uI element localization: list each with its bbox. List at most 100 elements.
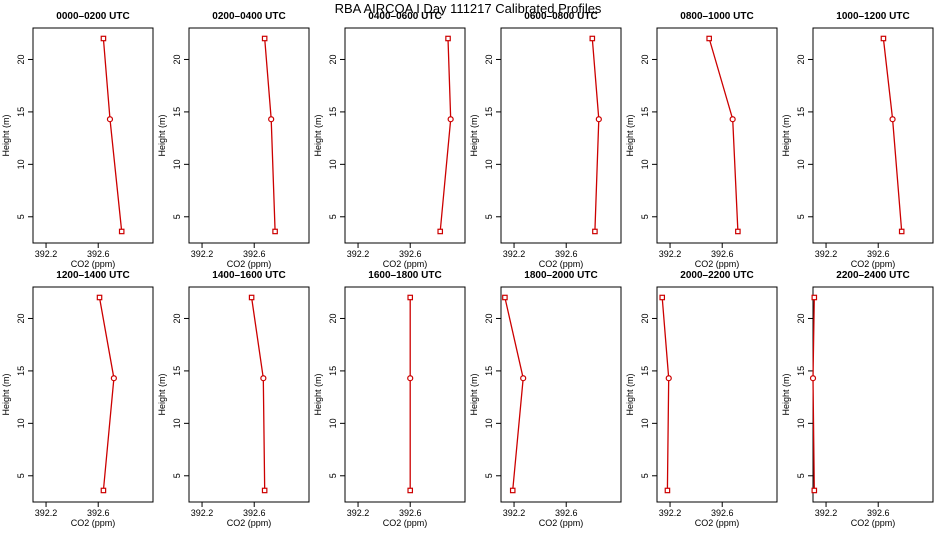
y-tick-label: 5 xyxy=(328,214,338,219)
y-axis-label: Height (m) xyxy=(469,114,479,156)
data-point xyxy=(96,294,103,301)
y-tick-label: 20 xyxy=(796,54,806,64)
y-axis-label: Height (m) xyxy=(157,114,167,156)
x-tick-label: 392.6 xyxy=(711,508,734,518)
y-tick-label: 15 xyxy=(484,366,494,376)
x-tick-label: 392.6 xyxy=(87,249,110,259)
y-tick-label: 5 xyxy=(484,214,494,219)
y-tick-label: 15 xyxy=(328,366,338,376)
panel-title: 2000–2200 UTC xyxy=(680,270,753,281)
y-tick-label: 5 xyxy=(172,473,182,478)
x-tick-label: 392.2 xyxy=(659,249,682,259)
data-point xyxy=(100,487,107,494)
profile-line xyxy=(882,38,903,232)
y-axis-label: Height (m) xyxy=(313,373,323,415)
plot-frame xyxy=(500,27,622,244)
data-point xyxy=(880,35,887,42)
data-point xyxy=(811,487,818,494)
panel-title: 2200–2400 UTC xyxy=(836,270,909,281)
x-axis-label: CO2 (ppm) xyxy=(851,518,896,528)
y-tick-label: 20 xyxy=(484,313,494,323)
y-tick-label: 10 xyxy=(640,418,650,428)
data-point xyxy=(407,487,414,494)
x-tick-label: 392.6 xyxy=(243,249,266,259)
data-point xyxy=(729,116,736,123)
data-point xyxy=(260,375,267,382)
profile-line xyxy=(102,38,123,232)
y-tick-label: 15 xyxy=(640,107,650,117)
y-tick-label: 10 xyxy=(640,159,650,169)
data-point xyxy=(110,375,117,382)
y-axis-label: Height (m) xyxy=(313,114,323,156)
x-axis-label: CO2 (ppm) xyxy=(383,259,428,269)
panel-title: 0400–0600 UTC xyxy=(368,11,441,22)
data-point xyxy=(268,116,275,123)
x-axis-label: CO2 (ppm) xyxy=(71,518,116,528)
plot-frame xyxy=(344,286,466,503)
y-tick-label: 10 xyxy=(16,159,26,169)
y-tick-label: 10 xyxy=(172,418,182,428)
y-axis-label: Height (m) xyxy=(1,114,11,156)
y-tick-label: 20 xyxy=(328,313,338,323)
x-tick-label: 392.2 xyxy=(35,249,58,259)
x-tick-label: 392.2 xyxy=(659,508,682,518)
panel-title: 1200–1400 UTC xyxy=(56,270,129,281)
panel-title: 1800–2000 UTC xyxy=(524,270,597,281)
x-tick-label: 392.6 xyxy=(867,249,890,259)
x-tick-label: 392.2 xyxy=(191,508,214,518)
x-axis-label: CO2 (ppm) xyxy=(851,259,896,269)
y-tick-label: 20 xyxy=(16,54,26,64)
x-tick-label: 392.6 xyxy=(399,508,422,518)
data-point xyxy=(898,228,905,235)
data-point xyxy=(811,294,818,301)
y-axis-label: Height (m) xyxy=(781,114,791,156)
x-tick-label: 392.6 xyxy=(711,249,734,259)
x-tick-label: 392.6 xyxy=(555,508,578,518)
y-tick-label: 15 xyxy=(328,107,338,117)
data-point xyxy=(509,487,516,494)
profile-line xyxy=(661,297,670,491)
data-point xyxy=(502,294,508,301)
x-tick-label: 392.6 xyxy=(555,249,578,259)
x-axis-label: CO2 (ppm) xyxy=(227,518,272,528)
plot-frame xyxy=(188,27,310,244)
data-point xyxy=(520,375,527,382)
y-tick-label: 15 xyxy=(172,107,182,117)
y-tick-label: 15 xyxy=(16,366,26,376)
x-tick-label: 392.2 xyxy=(503,508,526,518)
plot-frame xyxy=(32,27,154,244)
y-tick-label: 5 xyxy=(796,473,806,478)
x-tick-label: 392.6 xyxy=(867,508,890,518)
x-tick-label: 392.2 xyxy=(347,249,370,259)
figure-title: RBA AIRCOA I Day 111217 Calibrated Profi… xyxy=(334,1,602,16)
y-tick-label: 10 xyxy=(328,418,338,428)
y-tick-label: 20 xyxy=(796,313,806,323)
data-point xyxy=(664,487,671,494)
data-point xyxy=(706,35,712,42)
plot-frame xyxy=(500,286,622,503)
y-axis-label: Height (m) xyxy=(625,373,635,415)
plot-frame xyxy=(344,27,466,244)
y-tick-label: 10 xyxy=(328,159,338,169)
data-point xyxy=(592,228,598,235)
y-tick-label: 15 xyxy=(640,366,650,376)
data-point xyxy=(248,294,255,301)
data-point xyxy=(100,35,107,42)
panel-title: 1400–1600 UTC xyxy=(212,270,285,281)
y-axis-label: Height (m) xyxy=(157,373,167,415)
x-tick-label: 392.2 xyxy=(191,249,214,259)
y-axis-label: Height (m) xyxy=(469,373,479,415)
x-tick-label: 392.6 xyxy=(243,508,266,518)
profile-line xyxy=(98,297,115,491)
data-point xyxy=(118,228,125,235)
data-point xyxy=(809,375,817,382)
y-tick-label: 10 xyxy=(484,159,494,169)
x-tick-label: 392.6 xyxy=(87,508,110,518)
